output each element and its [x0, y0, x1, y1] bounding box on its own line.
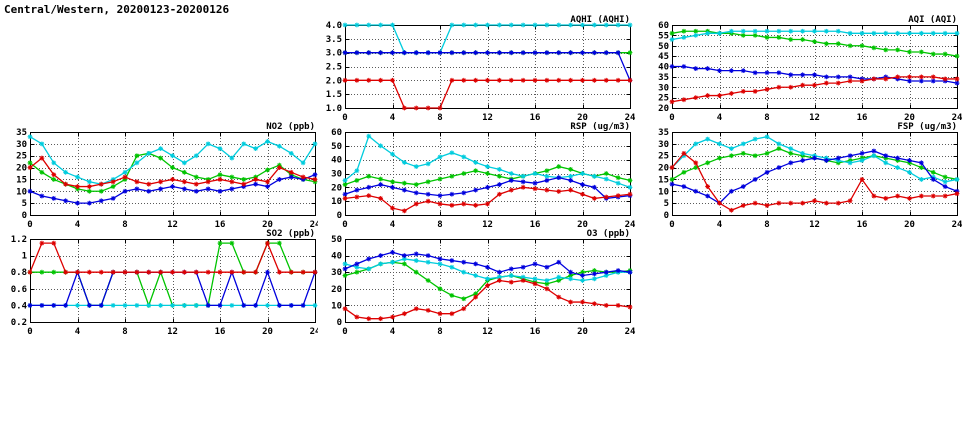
chart-fsp — [645, 120, 964, 232]
chart-aqhi — [318, 13, 637, 125]
aqi-chart-canvas — [645, 13, 964, 125]
fsp-chart-canvas — [645, 120, 964, 232]
aqhi-chart-canvas — [318, 13, 637, 125]
no2-chart-canvas — [3, 120, 322, 232]
so2-chart-canvas — [3, 227, 322, 339]
chart-o3 — [318, 227, 637, 339]
chart-rsp — [318, 120, 637, 232]
page-title: Central/Western, 20200123-20200126 — [4, 3, 230, 16]
o3-chart-canvas — [318, 227, 637, 339]
chart-aqi — [645, 13, 964, 125]
chart-no2 — [3, 120, 322, 232]
rsp-chart-canvas — [318, 120, 637, 232]
chart-so2 — [3, 227, 322, 339]
